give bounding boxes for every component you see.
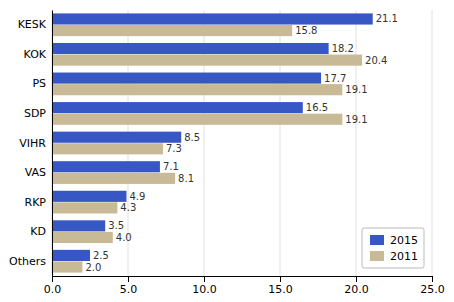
tick: VAS bbox=[25, 166, 52, 179]
tick-label: KOK bbox=[24, 48, 47, 61]
tick-label: VIHR bbox=[19, 137, 46, 150]
grid-line bbox=[432, 10, 433, 276]
bar bbox=[52, 173, 175, 184]
grid-line bbox=[52, 10, 53, 276]
data-labels: 21.1 18.2 17.7 16.5 8.5 7.1 4.9 3.5 2.5 15.8 20.4 1… bbox=[85, 13, 398, 272]
data-label: 2.0 bbox=[85, 262, 101, 273]
plot: 21.1 18.2 17.7 16.5 8.5 7.1 4.9 3.5 2.5 15.8 20.4 1… bbox=[9, 10, 445, 296]
data-label: 19.1 bbox=[345, 84, 367, 95]
tick: RKP bbox=[25, 196, 53, 209]
bar bbox=[52, 55, 362, 66]
tick-label: 20.0 bbox=[344, 283, 369, 296]
data-label: 15.8 bbox=[295, 25, 317, 36]
tick-label: KESK bbox=[18, 18, 47, 31]
tick: VIHR bbox=[19, 137, 52, 150]
tick-label: 0.0 bbox=[44, 283, 62, 296]
bar bbox=[52, 25, 292, 36]
bar bbox=[52, 261, 82, 272]
data-label: 4.9 bbox=[129, 191, 145, 202]
bar bbox=[52, 220, 105, 231]
bar bbox=[52, 13, 373, 24]
tick-mark bbox=[356, 276, 357, 282]
tick-label: SDP bbox=[24, 107, 46, 120]
bar bbox=[52, 143, 163, 154]
data-label: 8.1 bbox=[178, 173, 194, 184]
data-label: 2.5 bbox=[93, 250, 109, 261]
tick-mark bbox=[280, 276, 281, 282]
tick: KESK bbox=[18, 18, 52, 31]
tick-mark bbox=[432, 276, 433, 282]
tick: Others bbox=[9, 255, 52, 268]
bar bbox=[52, 73, 321, 84]
tick: 10.0 bbox=[192, 276, 217, 296]
tick: PS bbox=[32, 77, 52, 90]
bar bbox=[52, 84, 342, 95]
bar bbox=[52, 202, 117, 213]
bar bbox=[52, 191, 126, 202]
data-label: 8.5 bbox=[184, 132, 200, 143]
data-label: 7.1 bbox=[163, 161, 179, 172]
data-label: 4.3 bbox=[120, 202, 136, 213]
legend-swatch bbox=[370, 235, 384, 245]
tick-label: PS bbox=[32, 77, 46, 90]
bar bbox=[52, 232, 113, 243]
tick: 25.0 bbox=[420, 276, 445, 296]
tick: KD bbox=[30, 225, 52, 238]
bar bbox=[52, 161, 160, 172]
tick: KOK bbox=[24, 48, 52, 61]
tick: 0.0 bbox=[44, 276, 62, 296]
data-label: 19.1 bbox=[345, 114, 367, 125]
tick-label: 5.0 bbox=[120, 283, 138, 296]
data-label: 4.0 bbox=[116, 232, 132, 243]
data-label: 21.1 bbox=[376, 13, 398, 24]
tick: SDP bbox=[24, 107, 52, 120]
legend-label: 2011 bbox=[390, 250, 418, 263]
grid-line bbox=[356, 10, 357, 276]
tick-label: 10.0 bbox=[192, 283, 217, 296]
tick-mark bbox=[52, 276, 53, 282]
data-label: 3.5 bbox=[108, 220, 124, 231]
tick-label: VAS bbox=[25, 166, 46, 179]
bar bbox=[52, 250, 90, 261]
data-label: 20.4 bbox=[365, 55, 387, 66]
legend-swatch bbox=[370, 251, 384, 261]
tick-label: 15.0 bbox=[268, 283, 293, 296]
axis-line bbox=[52, 11, 53, 277]
legend-label: 2015 bbox=[390, 234, 418, 247]
tick-label: RKP bbox=[25, 196, 47, 209]
tick-label: KD bbox=[30, 225, 46, 238]
data-label: 7.3 bbox=[166, 143, 182, 154]
tick-mark bbox=[128, 276, 129, 282]
tick-label: Others bbox=[9, 255, 46, 268]
tick-mark bbox=[204, 276, 205, 282]
grid bbox=[52, 10, 432, 276]
legend-item: 2015 bbox=[370, 234, 418, 247]
data-label: 17.7 bbox=[324, 73, 346, 84]
data-label: 16.5 bbox=[306, 102, 328, 113]
bars bbox=[52, 13, 373, 272]
legend-frame bbox=[362, 228, 424, 268]
legend: 2015 2011 bbox=[362, 228, 424, 268]
chart: 21.1 18.2 17.7 16.5 8.5 7.1 4.9 3.5 2.5 15.8 20.4 1… bbox=[0, 0, 454, 302]
y-axis: KESK KOK PS SDP VIHR VAS RKP KD Others bbox=[9, 11, 52, 277]
tick: 5.0 bbox=[120, 276, 138, 296]
tick: 15.0 bbox=[268, 276, 293, 296]
legend-item: 2011 bbox=[370, 250, 418, 263]
bar bbox=[52, 43, 329, 54]
x-axis: 0.0 5.0 10.0 15.0 20.0 25.0 bbox=[44, 276, 445, 296]
bar bbox=[52, 132, 181, 143]
bar bbox=[52, 102, 303, 113]
axis-line bbox=[53, 277, 433, 283]
data-label: 18.2 bbox=[332, 43, 354, 54]
bar bbox=[52, 114, 342, 125]
tick: 20.0 bbox=[344, 276, 369, 296]
tick-label: 25.0 bbox=[420, 283, 445, 296]
